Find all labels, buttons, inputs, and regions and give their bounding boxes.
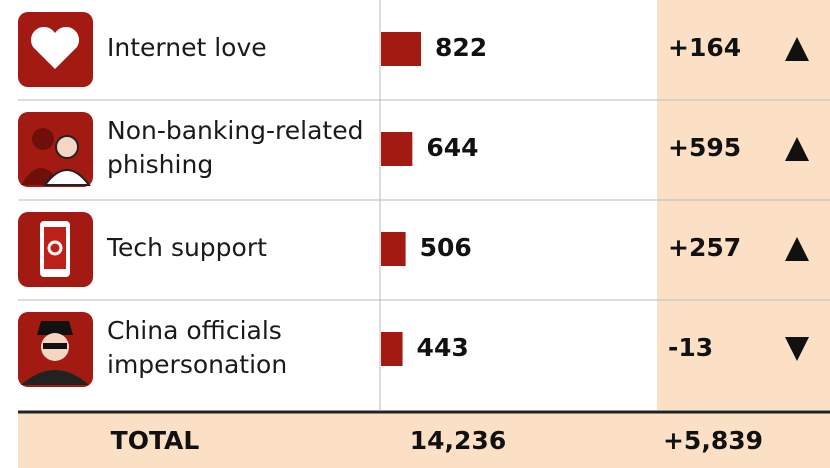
total-change: +5,839: [663, 426, 763, 455]
row-change: +164: [668, 33, 741, 62]
row-change: +595: [668, 133, 741, 162]
row-value: 443: [417, 333, 469, 362]
row-icon: [18, 212, 93, 287]
row-label: Non-banking-related: [107, 116, 363, 145]
bar: [381, 32, 421, 66]
phone-screen: [44, 227, 66, 269]
gear: [47, 240, 63, 256]
heart-shape: [30, 26, 80, 69]
row-change: -13: [668, 333, 713, 362]
officer-glasses: [43, 343, 67, 349]
trend-arrow: [785, 37, 809, 61]
row-value: 644: [426, 133, 478, 162]
trend-arrow: [785, 137, 809, 161]
row-label: impersonation: [107, 350, 287, 379]
total-label: TOTAL: [111, 426, 200, 455]
row-icon: [18, 312, 93, 387]
row-icon: [18, 12, 93, 87]
row-change: +257: [668, 233, 741, 262]
row-label: phishing: [107, 150, 213, 179]
row-label: Internet love: [107, 33, 267, 62]
person-head: [55, 135, 79, 159]
total-row-bg: [18, 412, 830, 468]
row-label: China officials: [107, 316, 282, 345]
row-label: Tech support: [106, 233, 267, 262]
officer-body: [21, 370, 89, 385]
trend-arrow: [785, 337, 809, 361]
total-value: 14,236: [410, 426, 506, 455]
trend-arrow: [785, 237, 809, 261]
row-icon: [18, 112, 93, 187]
bar: [381, 232, 406, 266]
bar: [381, 332, 403, 366]
row-value: 822: [435, 33, 487, 62]
row-value: 506: [420, 233, 472, 262]
officer-cap: [37, 321, 73, 335]
person-body: [43, 169, 91, 186]
bar: [381, 132, 413, 166]
person-head: [32, 128, 54, 150]
